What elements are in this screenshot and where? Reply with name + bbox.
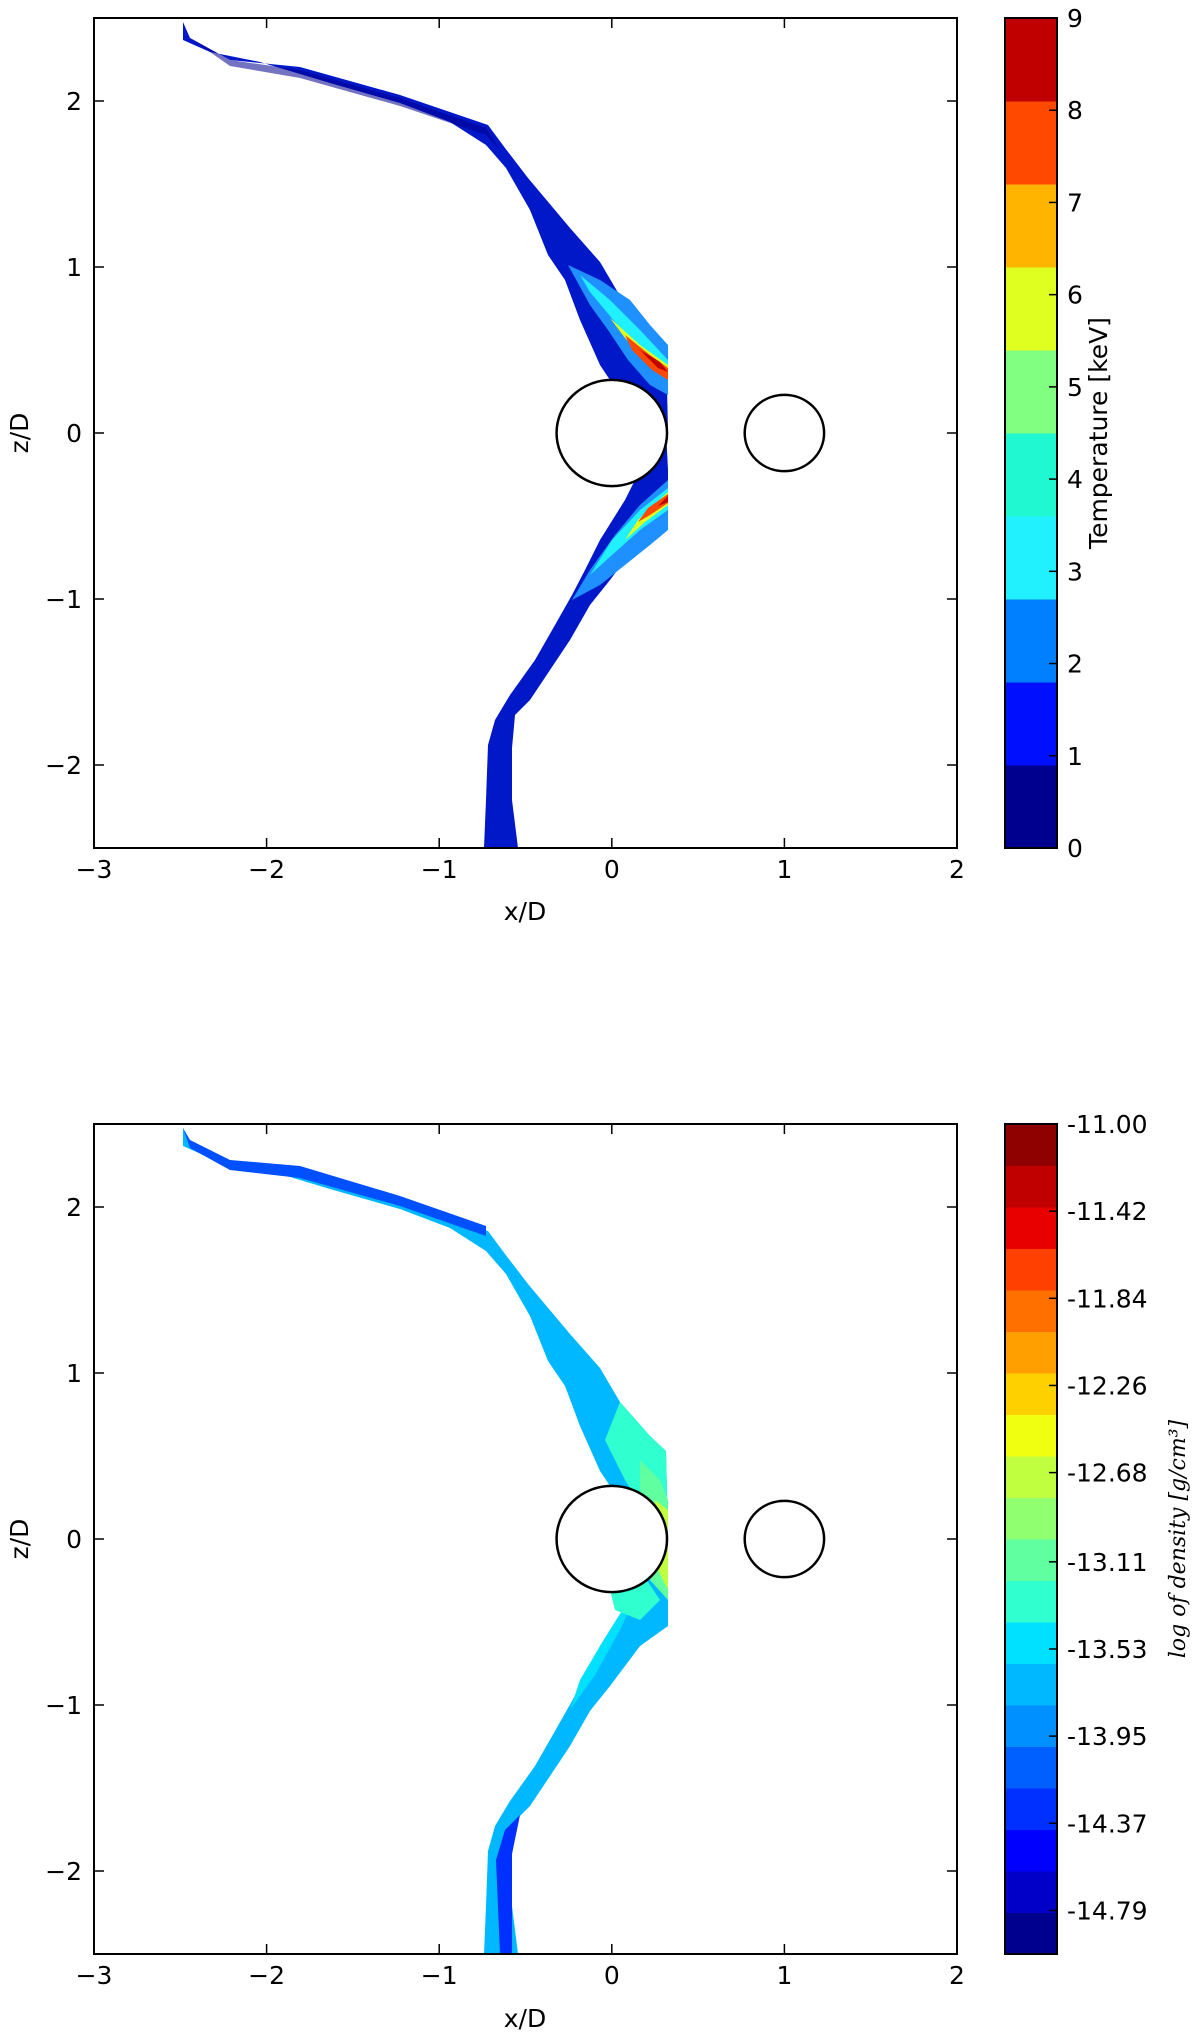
colorbar: -11.00 -11.42 -11.84 -12.26 -12.68 -13.11 -13.…: [1004, 1110, 1148, 1955]
colorbar-band: [1005, 267, 1057, 351]
star-1: [743, 1499, 826, 1579]
y-tick-label: 1: [66, 1359, 82, 1388]
star-1: [743, 393, 826, 473]
colorbar-band: [1005, 350, 1057, 434]
colorbar-label: Temperature [keV]: [1084, 317, 1113, 550]
colorbar-band: [1005, 433, 1057, 517]
colorbar-band: [1005, 1290, 1057, 1332]
density-shell-lower: [484, 1536, 668, 1954]
colorbar-tick-label: -14.37: [1067, 1809, 1148, 1838]
colorbar-tick-label: 3: [1067, 557, 1083, 586]
x-tick-label: −2: [248, 1961, 285, 1990]
colorbar-band: [1005, 599, 1057, 683]
colorbar-band: [1005, 1414, 1057, 1457]
colorbar-band: [1005, 1373, 1057, 1415]
colorbar-band: [1005, 1622, 1057, 1664]
hot-region-upper: [568, 265, 668, 395]
colorbar-band: [1005, 1788, 1057, 1830]
colorbar-frame: [1004, 1123, 1058, 1955]
colorbar-tick-label: 9: [1067, 4, 1083, 33]
colorbar-tick-label: -13.53: [1067, 1635, 1148, 1664]
colorbar-band: [1005, 1539, 1057, 1581]
colorbar-tick-label: -11.00: [1067, 1110, 1148, 1139]
y-tick-label: 0: [66, 1525, 82, 1554]
x-tick-label: 0: [604, 855, 620, 884]
colorbar: 0 1 2 3 4 5 6 7 8 9: [1004, 4, 1083, 863]
y-tick-label: −1: [45, 585, 82, 614]
x-tick-label: 1: [776, 1961, 792, 1990]
colorbar-band: [1005, 18, 1057, 102]
colorbar-tick-label: -14.79: [1067, 1896, 1148, 1925]
colorbar-frame: [1004, 17, 1058, 849]
colorbar-tick-label: -12.26: [1067, 1371, 1148, 1400]
colorbar-tick-label: -11.42: [1067, 1197, 1148, 1226]
colorbar-tick-label: -13.95: [1067, 1722, 1148, 1751]
y-tick-label: −2: [45, 751, 82, 780]
colorbar-band: [1005, 682, 1057, 766]
colorbar-tick-label: 4: [1067, 465, 1083, 494]
colorbar-tick-label: 8: [1067, 96, 1083, 125]
x-axis-label: x/D: [504, 2004, 546, 2033]
colorbar-band: [1005, 1248, 1057, 1291]
x-tick-label: −1: [421, 1961, 458, 1990]
colorbar-band: [1005, 1663, 1057, 1706]
colorbar-tick-label: -12.68: [1067, 1459, 1148, 1488]
colorbar-tick-label: 1: [1067, 742, 1083, 771]
colorbar-band: [1005, 516, 1057, 600]
colorbar-tick-label: 2: [1067, 650, 1083, 679]
x-tick-label: −2: [248, 855, 285, 884]
temperature-panel: −3 −2 −1 0 1 2 −2 −1 0 1 2 x/D z/D 0 1 2 3 4 5 6 7 8 9 Temp…: [5, 4, 1113, 926]
y-tick-label: 1: [66, 253, 82, 282]
colorbar-tick-label: 7: [1067, 188, 1083, 217]
plot-area: [94, 18, 957, 848]
y-tick-label: −2: [45, 1857, 82, 1886]
colorbar-band: [1005, 184, 1057, 268]
y-axis-label: z/D: [5, 1519, 34, 1560]
colorbar-tick-label: 0: [1067, 834, 1083, 863]
x-tick-label: 2: [949, 855, 965, 884]
colorbar-band: [1005, 101, 1057, 185]
colorbar-tick-label: 5: [1067, 373, 1083, 402]
x-tick-label: 1: [776, 855, 792, 884]
star-0: [555, 378, 669, 488]
colorbar-band: [1005, 1580, 1057, 1623]
y-tick-label: 2: [66, 87, 82, 116]
x-tick-label: −1: [421, 855, 458, 884]
y-tick-label: 2: [66, 1193, 82, 1222]
colorbar-tick-label: -13.11: [1067, 1548, 1148, 1577]
y-axis-label: z/D: [5, 413, 34, 454]
x-axis-label: x/D: [504, 897, 546, 926]
x-tick-label: 2: [949, 1961, 965, 1990]
colorbar-band: [1005, 1124, 1057, 1166]
colorbar-tick-label: 6: [1067, 281, 1083, 310]
colorbar-band: [1005, 1871, 1057, 1913]
y-tick-label: 0: [66, 419, 82, 448]
colorbar-band: [1005, 1331, 1057, 1374]
colorbar-band: [1005, 1207, 1057, 1249]
colorbar-label: log of density [g/cm³]: [1166, 1419, 1191, 1658]
colorbar-band: [1005, 1705, 1057, 1747]
colorbar-band: [1005, 1165, 1057, 1208]
colorbar-band: [1005, 765, 1057, 849]
x-tick-label: 0: [604, 1961, 620, 1990]
y-tick-label: −1: [45, 1691, 82, 1720]
colorbar-band: [1005, 1746, 1057, 1789]
colorbar-band: [1005, 1829, 1057, 1872]
x-tick-label: −3: [76, 855, 113, 884]
colorbar-band: [1005, 1912, 1057, 1955]
colorbar-band: [1005, 1456, 1057, 1498]
plot-area: [94, 1124, 957, 1954]
star-0: [555, 1484, 669, 1594]
colorbar-band: [1005, 1497, 1057, 1540]
x-tick-label: −3: [76, 1961, 113, 1990]
colorbar-tick-label: -11.84: [1067, 1284, 1148, 1313]
